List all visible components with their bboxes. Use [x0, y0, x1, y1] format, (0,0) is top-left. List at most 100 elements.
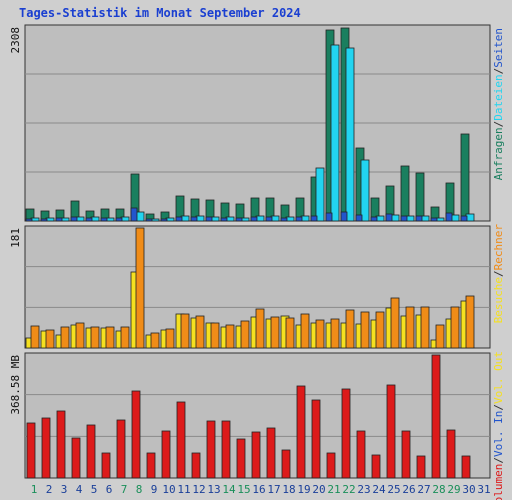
legend-entry-dateien: Dateien [492, 74, 505, 120]
x-tick-label-day-30: 30 [462, 483, 475, 496]
bar-volumen-day-30 [461, 455, 471, 479]
bar-rechner-day-24 [375, 311, 385, 349]
bar-volumen-day-27 [416, 455, 426, 479]
bar-volumen-day-28 [431, 354, 441, 479]
bar-rechner-day-12 [195, 315, 205, 349]
bar-volumen-day-19 [296, 385, 306, 479]
bar-volumen-day-13 [206, 420, 216, 479]
bar-seiten-day-8 [130, 207, 138, 222]
bar-rechner-day-13 [210, 322, 220, 349]
legend-entry-vol-out: Vol. Out [492, 351, 505, 404]
legend-bottom: Volumen/Vol. In/Vol. Out [492, 351, 505, 500]
bar-rechner-day-9 [150, 332, 160, 349]
bar-anfragen-day-26 [400, 165, 410, 222]
x-tick-label-day-13: 13 [207, 483, 220, 496]
bar-seiten-day-9 [145, 218, 153, 222]
bar-dateien-day-21 [330, 44, 340, 222]
x-tick-label-day-17: 17 [267, 483, 280, 496]
bar-dateien-day-23 [360, 159, 370, 222]
x-tick-label-day-31: 31 [477, 483, 490, 496]
bar-seiten-day-25 [385, 213, 393, 222]
bar-volumen-day-17 [266, 427, 276, 479]
legend-entry-seiten: Seiten [492, 28, 505, 68]
x-tick-label-day-12: 12 [192, 483, 205, 496]
bar-seiten-day-3 [55, 217, 63, 222]
bar-rechner-day-6 [105, 326, 115, 349]
bar-rechner-day-30 [465, 295, 475, 349]
y-max-label-bottom: 368.58 MB [9, 355, 22, 415]
bar-seiten-day-28 [430, 217, 438, 222]
bar-volumen-day-8 [131, 390, 141, 479]
bar-volumen-day-7 [116, 419, 126, 479]
bar-rechner-day-11 [180, 313, 190, 349]
bar-volumen-day-3 [56, 410, 66, 479]
bar-rechner-day-18 [285, 317, 295, 349]
x-tick-label-day-6: 6 [106, 483, 113, 496]
x-tick-label-day-27: 27 [417, 483, 430, 496]
legend-separator: / [492, 68, 505, 75]
bar-volumen-day-14 [221, 420, 231, 479]
bar-rechner-day-7 [120, 326, 130, 349]
legend-middle: Besuche/Rechner [492, 224, 505, 324]
bar-rechner-day-17 [270, 316, 280, 349]
bar-seiten-day-19 [295, 216, 303, 222]
bar-seiten-day-23 [355, 214, 363, 222]
bar-volumen-day-5 [86, 424, 96, 479]
bar-volumen-day-9 [146, 452, 156, 479]
x-tick-label-day-11: 11 [177, 483, 190, 496]
bar-volumen-day-4 [71, 437, 81, 479]
bar-rechner-day-22 [345, 309, 355, 349]
legend-entry-vol-in: Vol. In [492, 411, 505, 457]
bar-volumen-day-29 [446, 429, 456, 479]
bar-seiten-day-5 [85, 217, 93, 222]
bar-seiten-day-26 [400, 215, 408, 222]
bar-seiten-day-10 [160, 218, 168, 222]
bar-volumen-day-15 [236, 438, 246, 479]
x-tick-label-day-8: 8 [136, 483, 143, 496]
bar-seiten-day-12 [190, 216, 198, 222]
bar-seiten-day-1 [25, 218, 33, 222]
x-tick-label-day-28: 28 [432, 483, 445, 496]
y-max-label-top: 2308 [9, 27, 22, 54]
bar-volumen-day-25 [386, 384, 396, 479]
bar-volumen-day-22 [341, 388, 351, 479]
legend-entry-rechner: Rechner [492, 224, 505, 271]
bar-volumen-day-2 [41, 417, 51, 479]
bar-rechner-day-21 [330, 318, 340, 349]
bar-seiten-day-21 [325, 212, 333, 222]
bar-rechner-day-15 [240, 320, 250, 349]
bar-dateien-day-22 [345, 47, 355, 222]
y-max-label-middle: 181 [9, 228, 22, 248]
x-tick-label-day-5: 5 [91, 483, 98, 496]
x-tick-label-day-1: 1 [31, 483, 38, 496]
bar-volumen-day-18 [281, 449, 291, 479]
x-tick-label-day-14: 14 [222, 483, 236, 496]
x-tick-label-day-20: 20 [312, 483, 325, 496]
bar-seiten-day-16 [250, 216, 258, 222]
x-tick-label-day-9: 9 [151, 483, 158, 496]
bar-seiten-day-22 [340, 211, 348, 222]
bar-seiten-day-4 [70, 216, 78, 222]
bar-seiten-day-13 [205, 216, 213, 222]
bar-volumen-day-20 [311, 399, 321, 479]
bar-volumen-day-24 [371, 454, 381, 479]
bar-seiten-day-6 [100, 217, 108, 222]
bar-rechner-day-4 [75, 322, 85, 349]
bar-rechner-day-23 [360, 311, 370, 349]
bar-rechner-day-27 [420, 306, 430, 349]
bar-volumen-day-1 [26, 422, 36, 479]
bar-volumen-day-23 [356, 430, 366, 479]
bar-rechner-day-19 [300, 313, 310, 349]
x-tick-label-day-25: 25 [387, 483, 400, 496]
bar-anfragen-day-30 [460, 133, 470, 222]
x-tick-label-day-24: 24 [372, 483, 386, 496]
x-tick-label-day-10: 10 [162, 483, 175, 496]
legend-separator: / [492, 457, 505, 464]
legend-entry-anfragen: Anfragen [492, 127, 505, 180]
legend-entry-besuche: Besuche [492, 277, 505, 323]
bar-volumen-day-26 [401, 430, 411, 479]
bar-seiten-day-11 [175, 216, 183, 222]
bar-rechner-day-14 [225, 324, 235, 349]
x-tick-label-day-29: 29 [447, 483, 460, 496]
